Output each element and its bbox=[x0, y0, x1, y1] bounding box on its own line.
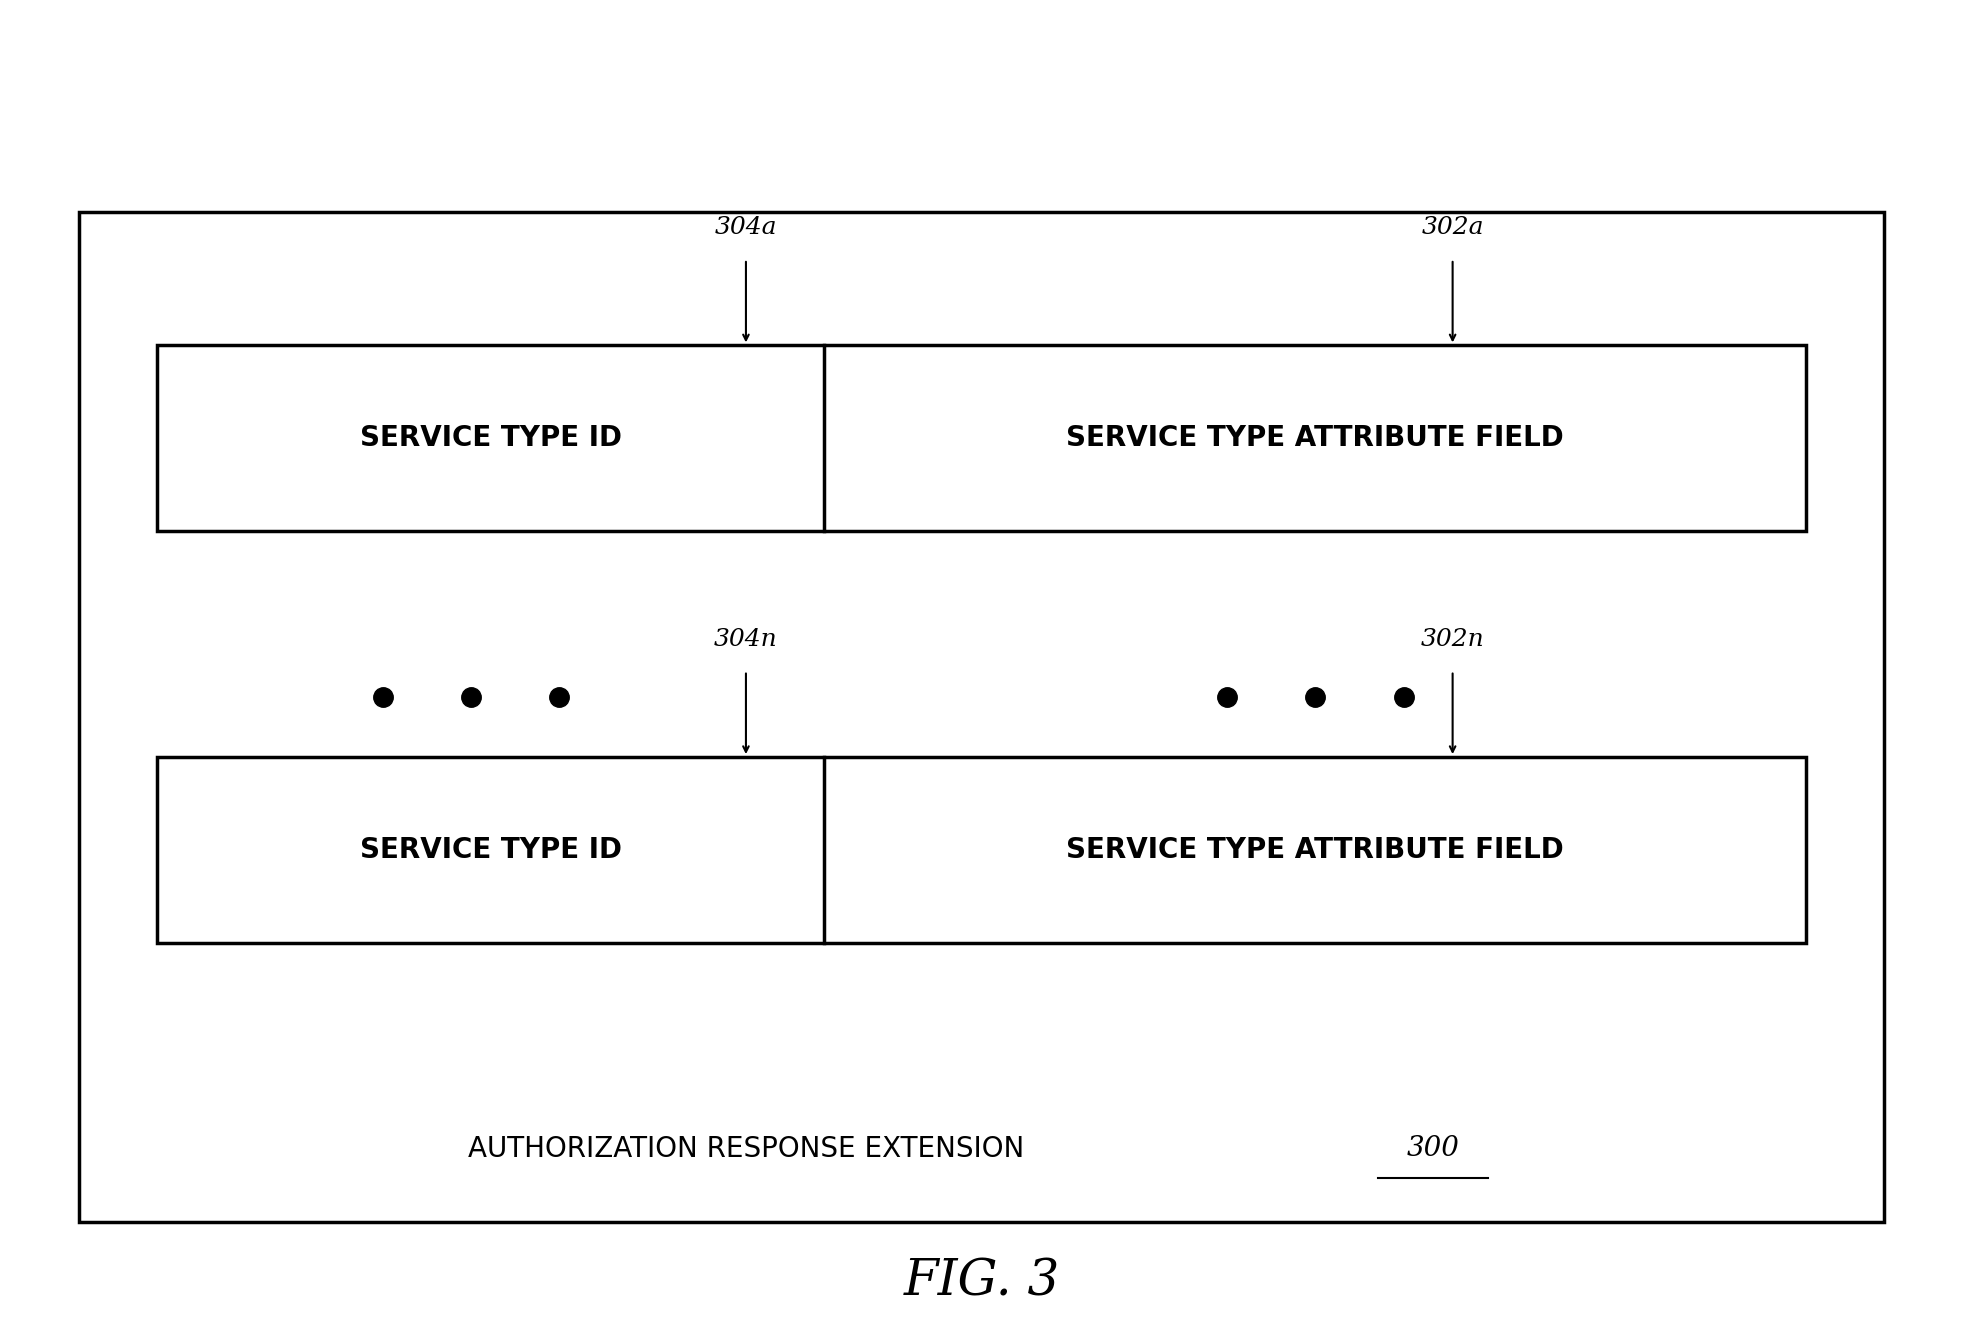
Text: SERVICE TYPE ATTRIBUTE FIELD: SERVICE TYPE ATTRIBUTE FIELD bbox=[1066, 835, 1565, 865]
Text: 304n: 304n bbox=[715, 628, 777, 651]
FancyBboxPatch shape bbox=[79, 212, 1884, 1222]
Text: SERVICE TYPE ID: SERVICE TYPE ID bbox=[359, 835, 622, 865]
Text: AUTHORIZATION RESPONSE EXTENSION: AUTHORIZATION RESPONSE EXTENSION bbox=[467, 1134, 1025, 1163]
Text: 302n: 302n bbox=[1421, 628, 1484, 651]
Text: SERVICE TYPE ATTRIBUTE FIELD: SERVICE TYPE ATTRIBUTE FIELD bbox=[1066, 424, 1565, 453]
Text: FIG. 3: FIG. 3 bbox=[903, 1256, 1060, 1307]
Text: 300: 300 bbox=[1407, 1135, 1459, 1162]
Text: 304a: 304a bbox=[715, 216, 777, 239]
Text: SERVICE TYPE ID: SERVICE TYPE ID bbox=[359, 424, 622, 453]
Text: 302a: 302a bbox=[1421, 216, 1484, 239]
FancyBboxPatch shape bbox=[157, 757, 1806, 943]
FancyBboxPatch shape bbox=[157, 345, 1806, 531]
